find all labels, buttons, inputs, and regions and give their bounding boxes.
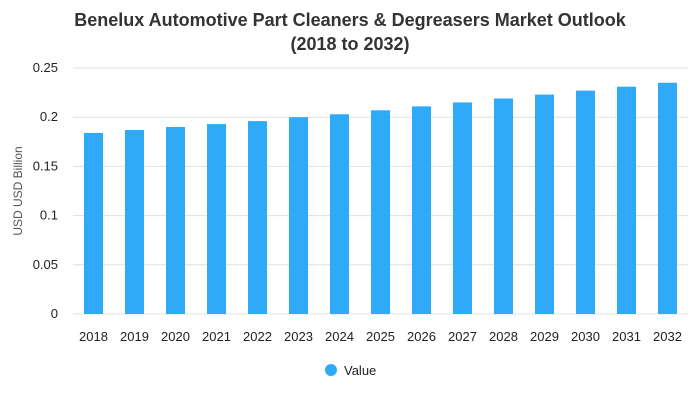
y-tick-label: 0.15 xyxy=(33,158,58,173)
x-tick-label: 2025 xyxy=(366,329,395,344)
bars xyxy=(84,82,677,315)
bar[interactable] xyxy=(412,106,431,314)
y-tick-label: 0.2 xyxy=(40,109,58,124)
bar[interactable] xyxy=(289,117,308,314)
y-tick-label: 0 xyxy=(51,306,58,321)
chart-subtitle: (2018 to 2032) xyxy=(290,34,409,54)
legend-swatch xyxy=(325,364,337,376)
y-tick-label: 0.25 xyxy=(33,60,58,75)
x-tick-label: 2020 xyxy=(161,329,190,344)
bar[interactable] xyxy=(453,102,472,314)
x-tick-label: 2019 xyxy=(120,329,149,344)
x-tick-label: 2031 xyxy=(612,329,641,344)
x-tick-label: 2022 xyxy=(243,329,272,344)
bar[interactable] xyxy=(125,129,144,314)
y-axis-ticks: 0 0.05 0.1 0.15 0.2 0.25 xyxy=(33,60,58,321)
x-tick-label: 2030 xyxy=(571,329,600,344)
x-tick-label: 2026 xyxy=(407,329,436,344)
bar[interactable] xyxy=(166,127,185,314)
y-tick-label: 0.05 xyxy=(33,257,58,272)
x-tick-label: 2029 xyxy=(530,329,559,344)
bar[interactable] xyxy=(371,110,390,314)
x-tick-label: 2028 xyxy=(489,329,518,344)
bar[interactable] xyxy=(617,86,636,314)
y-tick-label: 0.1 xyxy=(40,208,58,223)
x-tick-label: 2024 xyxy=(325,329,354,344)
x-tick-label: 2018 xyxy=(79,329,108,344)
bar[interactable] xyxy=(330,114,349,314)
x-tick-label: 2021 xyxy=(202,329,231,344)
legend-label: Value xyxy=(344,363,376,378)
bar[interactable] xyxy=(248,121,267,314)
bar[interactable] xyxy=(494,98,513,314)
bar[interactable] xyxy=(84,132,103,314)
bar[interactable] xyxy=(576,90,595,314)
x-tick-label: 2023 xyxy=(284,329,313,344)
chart-title: Benelux Automotive Part Cleaners & Degre… xyxy=(74,10,626,30)
bar[interactable] xyxy=(658,82,677,314)
legend[interactable]: Value xyxy=(325,363,376,378)
x-tick-label: 2032 xyxy=(653,329,682,344)
x-axis-ticks: 2018 2019 2020 2021 2022 2023 2024 2025 2026 2027… xyxy=(79,329,682,344)
y-axis-label: USD USD Billion xyxy=(11,146,25,235)
bar[interactable] xyxy=(207,124,226,314)
bar[interactable] xyxy=(535,94,554,315)
x-tick-label: 2027 xyxy=(448,329,477,344)
